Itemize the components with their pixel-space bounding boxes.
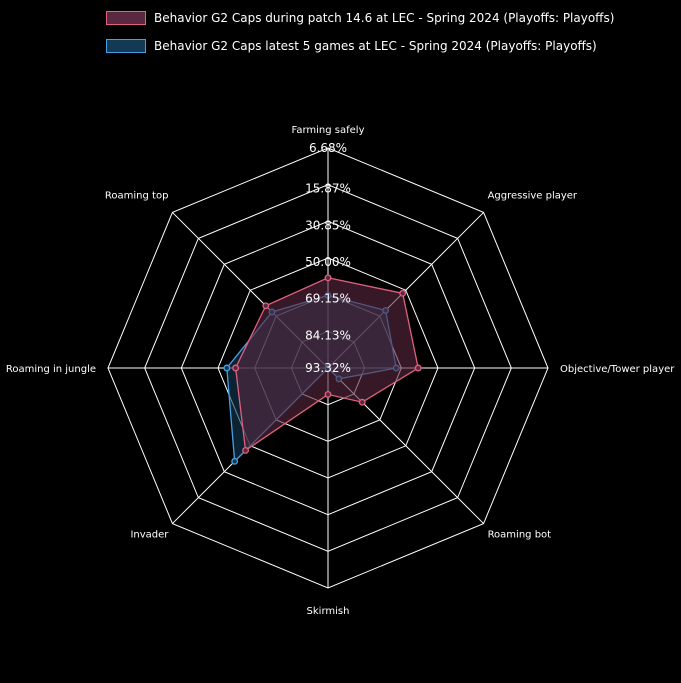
category-label-3: Objective/Tower player bbox=[560, 364, 675, 375]
series-1-point-2 bbox=[399, 289, 407, 297]
tick-label-3: 30.85% bbox=[305, 218, 351, 232]
chart-legend: Behavior G2 Caps during patch 14.6 at LE… bbox=[106, 8, 614, 64]
tick-label-2: 15.87% bbox=[305, 182, 351, 196]
legend-label-series-1: Behavior G2 Caps during patch 14.6 at LE… bbox=[154, 11, 615, 25]
series-2-point-7 bbox=[223, 364, 231, 372]
series-1-point-7 bbox=[232, 364, 240, 372]
category-label-8: Roaming top bbox=[105, 190, 169, 201]
legend-swatch-series-2 bbox=[106, 39, 146, 53]
category-label-2: Aggressive player bbox=[488, 190, 578, 201]
series-2-point-6 bbox=[231, 457, 239, 465]
legend-label-series-2: Behavior G2 Caps latest 5 games at LEC -… bbox=[154, 39, 597, 53]
tick-label-7: 93.32% bbox=[305, 361, 351, 375]
category-label-6: Invader bbox=[130, 530, 169, 541]
series-1-point-5 bbox=[324, 390, 332, 398]
series-1-point-1 bbox=[324, 274, 332, 282]
category-label-7: Roaming in jungle bbox=[6, 364, 96, 375]
tick-label-5: 69.15% bbox=[305, 292, 351, 306]
category-label-4: Roaming bot bbox=[488, 530, 552, 541]
legend-item-series-1: Behavior G2 Caps during patch 14.6 at LE… bbox=[106, 8, 614, 28]
legend-item-series-2: Behavior G2 Caps latest 5 games at LEC -… bbox=[106, 36, 614, 56]
series-1-point-4 bbox=[358, 398, 366, 406]
series-1-point-3 bbox=[414, 364, 422, 372]
category-label-1: Farming safely bbox=[292, 125, 365, 136]
series-1-point-8 bbox=[262, 302, 270, 310]
tick-label-6: 84.13% bbox=[305, 328, 351, 342]
category-label-5: Skirmish bbox=[307, 606, 350, 617]
legend-swatch-series-1 bbox=[106, 11, 146, 25]
tick-label-1: 6.68% bbox=[309, 141, 347, 155]
series-1-point-6 bbox=[242, 446, 250, 454]
tick-label-4: 50.00% bbox=[305, 255, 351, 269]
